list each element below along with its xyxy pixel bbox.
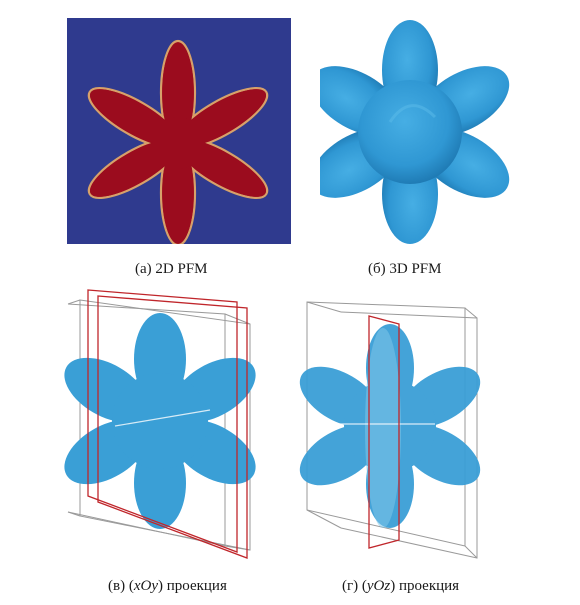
caption-c-suffix: ) проекция bbox=[157, 578, 227, 594]
caption-c-plane: xOy bbox=[133, 578, 158, 594]
panel-2d-pfm bbox=[67, 18, 291, 244]
phase-field-3d-image bbox=[320, 20, 510, 244]
caption-a: (а) 2D PFM bbox=[135, 261, 208, 278]
phase-field-2d-image bbox=[67, 18, 291, 244]
yoz-projection-image bbox=[299, 301, 481, 559]
caption-c-prefix: (в) ( bbox=[108, 578, 134, 594]
yoz-cut-plane bbox=[368, 315, 400, 549]
caption-d-suffix: ) проекция bbox=[390, 578, 460, 594]
caption-b: (б) 3D PFM bbox=[368, 261, 441, 278]
panel-xoy-projection bbox=[60, 286, 290, 566]
xoy-cut-plane bbox=[87, 289, 248, 559]
caption-d: (г) (yOz) проекция bbox=[342, 578, 459, 595]
caption-b-text: (б) 3D PFM bbox=[368, 261, 442, 277]
caption-d-plane: yOz bbox=[366, 578, 391, 594]
slice-lens bbox=[365, 328, 401, 528]
panel-yoz-projection bbox=[295, 296, 520, 568]
xoy-projection-image bbox=[64, 289, 256, 559]
panel-3d-pfm bbox=[320, 14, 520, 244]
snowflake-3d bbox=[320, 20, 510, 244]
snowflake-xoy bbox=[64, 313, 256, 529]
snowflake-2d bbox=[87, 39, 269, 244]
caption-c: (в) (xOy) проекция bbox=[108, 578, 227, 595]
caption-a-text: (а) 2D PFM bbox=[135, 261, 208, 277]
bounding-box bbox=[306, 301, 478, 559]
caption-d-prefix: (г) ( bbox=[342, 578, 367, 594]
